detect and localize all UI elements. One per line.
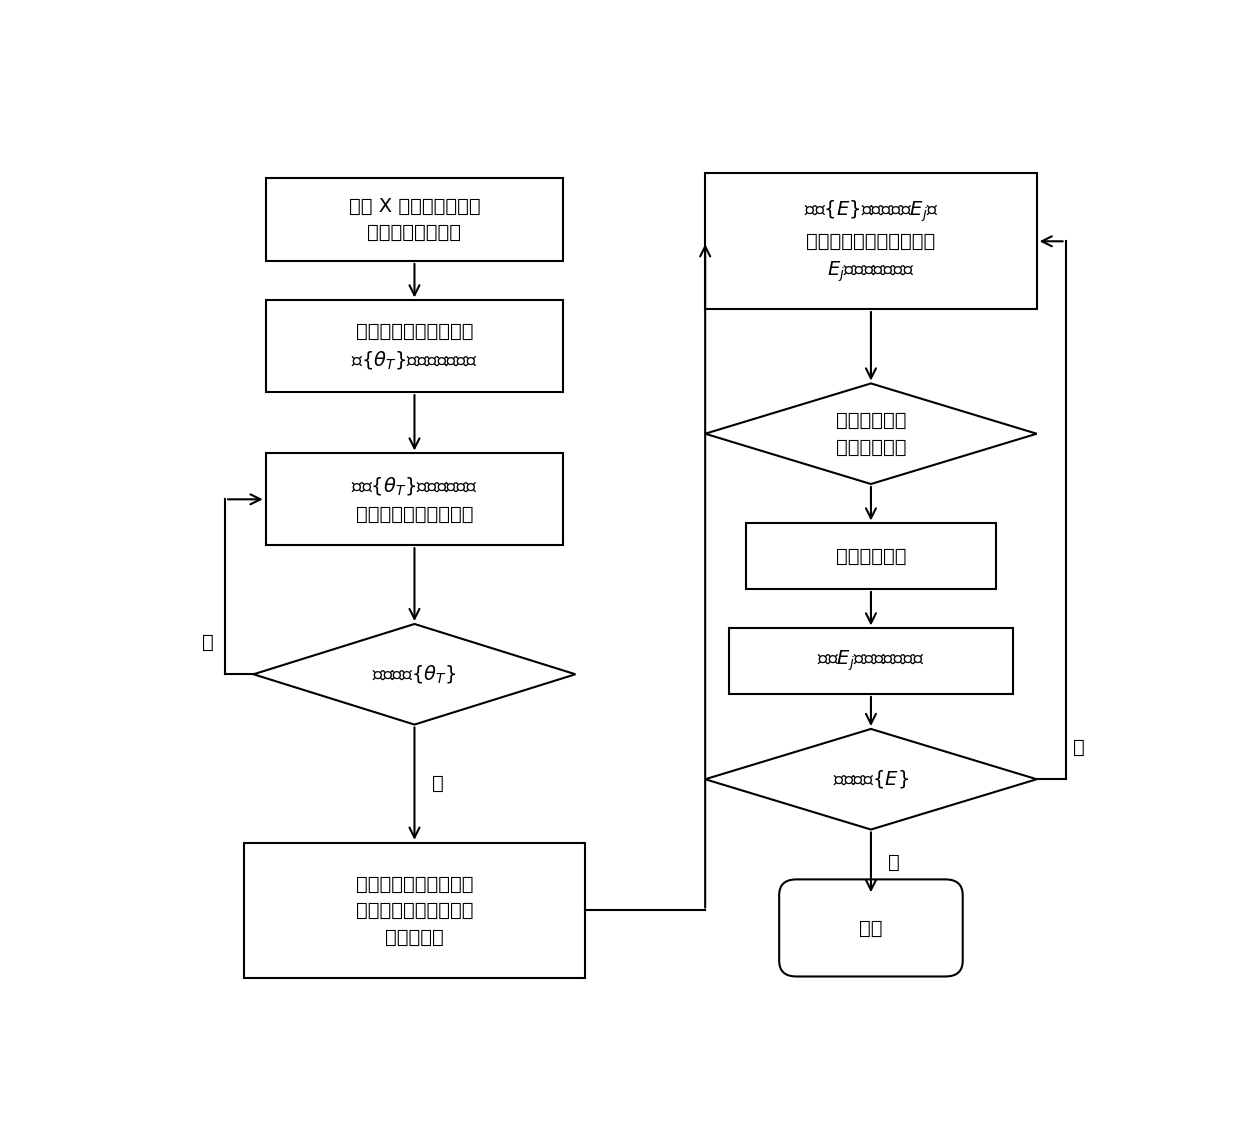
Text: 否: 否 — [1074, 738, 1085, 758]
Text: 计算$E_j$对应的摇摆曲线: 计算$E_j$对应的摇摆曲线 — [817, 649, 925, 674]
FancyBboxPatch shape — [265, 300, 563, 392]
FancyBboxPatch shape — [265, 178, 563, 261]
Polygon shape — [706, 729, 1037, 829]
Text: 结束: 结束 — [859, 918, 883, 937]
Text: 确定晶体的旋转角度范
围$\{\theta_T\}$和旋转步进角度: 确定晶体的旋转角度范 围$\{\theta_T\}$和旋转步进角度 — [351, 321, 477, 370]
Text: 是否存在多个
邻近的衍射峰: 是否存在多个 邻近的衍射峰 — [836, 411, 906, 457]
Text: 是: 是 — [432, 774, 444, 793]
Text: 是否遍历$\{\theta_T\}$: 是否遍历$\{\theta_T\}$ — [372, 663, 456, 685]
FancyBboxPatch shape — [244, 843, 585, 978]
FancyBboxPatch shape — [746, 524, 996, 588]
Text: 提取$\{E\}$中某一能量$E_j$单
位时间的衍射强度，得到
$E_j$的强度变化曲线: 提取$\{E\}$中某一能量$E_j$单 位时间的衍射强度，得到 $E_j$的强… — [804, 199, 939, 284]
Text: 将衍射峰拟合: 将衍射峰拟合 — [836, 546, 906, 566]
Polygon shape — [706, 384, 1037, 484]
Text: 否: 否 — [202, 634, 213, 652]
Text: 是否遍历$\{E\}$: 是否遍历$\{E\}$ — [833, 768, 909, 791]
Polygon shape — [253, 624, 575, 725]
Text: 修正每个旋转角度对应
的晶体衍射能谱中散射
因素的影响: 修正每个旋转角度对应 的晶体衍射能谱中散射 因素的影响 — [356, 875, 474, 946]
FancyBboxPatch shape — [706, 174, 1037, 309]
FancyBboxPatch shape — [265, 453, 563, 545]
Text: 是: 是 — [888, 853, 900, 871]
FancyBboxPatch shape — [779, 879, 962, 977]
Text: 选取 X 射线管阳极靶材
料和电压电流参数: 选取 X 射线管阳极靶材 料和电压电流参数 — [348, 197, 480, 242]
FancyBboxPatch shape — [729, 628, 1013, 694]
Text: 测量$\{\theta_T\}$内每个旋转角
度对应的晶体衍射能谱: 测量$\{\theta_T\}$内每个旋转角 度对应的晶体衍射能谱 — [351, 475, 477, 524]
